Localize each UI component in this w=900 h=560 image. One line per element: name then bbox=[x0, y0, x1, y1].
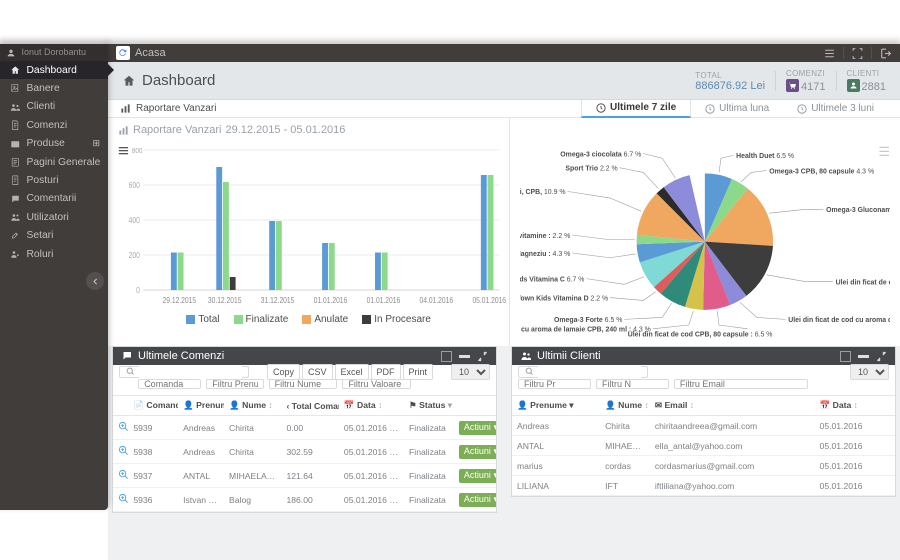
svg-text:01.01.2016: 01.01.2016 bbox=[314, 295, 348, 305]
svg-text:Ulei din ficat de cod natural: Ulei din ficat de cod natural CPB, 240 1… bbox=[836, 279, 890, 286]
svg-text:Health Duet 6.5 %: Health Duet 6.5 % bbox=[736, 153, 794, 160]
svg-text:31.12.2015: 31.12.2015 bbox=[261, 295, 295, 305]
svg-text:04.01.2016: 04.01.2016 bbox=[420, 295, 454, 305]
svg-text:Omega-3 cu aroma de lamaie CPB: Omega-3 cu aroma de lamaie CPB, 240 ml :… bbox=[520, 327, 651, 334]
svg-text:600: 600 bbox=[129, 180, 140, 190]
svg-text:30.12.2015: 30.12.2015 bbox=[208, 295, 242, 305]
svg-text:0: 0 bbox=[136, 285, 140, 295]
svg-text:LazyTown Kids Calciu+Magneziu: LazyTown Kids Calciu+Magneziu : 4.3 % bbox=[520, 251, 570, 258]
svg-text:Ulei din ficat de cod cu aroma: Ulei din ficat de cod cu aroma de lamaie… bbox=[789, 317, 890, 324]
svg-text:400: 400 bbox=[129, 215, 140, 225]
svg-text:200: 200 bbox=[129, 250, 140, 260]
svg-text:LazyTown Kids Multivitamine :: LazyTown Kids Multivitamine : 2.2 % bbox=[520, 233, 570, 240]
svg-text:LazyTown Kids Vitamina D 2.2 %: LazyTown Kids Vitamina D 2.2 % bbox=[520, 295, 608, 302]
svg-text:Ulei din ficat de cod pentru c: Ulei din ficat de cod pentru copii, CPB,… bbox=[520, 189, 565, 196]
svg-text:LazyTown Kids Vitamina C 6.7 %: LazyTown Kids Vitamina C 6.7 % bbox=[520, 276, 584, 283]
svg-text:29.12.2015: 29.12.2015 bbox=[163, 295, 197, 305]
svg-text:01.01.2016: 01.01.2016 bbox=[367, 295, 401, 305]
svg-text:05.01.2016: 05.01.2016 bbox=[472, 295, 506, 305]
svg-text:Omega-3 CPB, 80 capsule 4.3 %: Omega-3 CPB, 80 capsule 4.3 % bbox=[770, 168, 875, 175]
svg-text:Sport Trio 2.2 %: Sport Trio 2.2 % bbox=[566, 166, 618, 173]
svg-text:Omega-3 Forte 6.5 %: Omega-3 Forte 6.5 % bbox=[554, 317, 622, 324]
svg-text:Omega-3 ciocolata 6.7 %: Omega-3 ciocolata 6.7 % bbox=[561, 151, 642, 158]
svg-text:800: 800 bbox=[132, 148, 143, 156]
svg-text:Omega-3 Gluconamin 15.2 %: Omega-3 Gluconamin 15.2 % bbox=[826, 207, 890, 214]
